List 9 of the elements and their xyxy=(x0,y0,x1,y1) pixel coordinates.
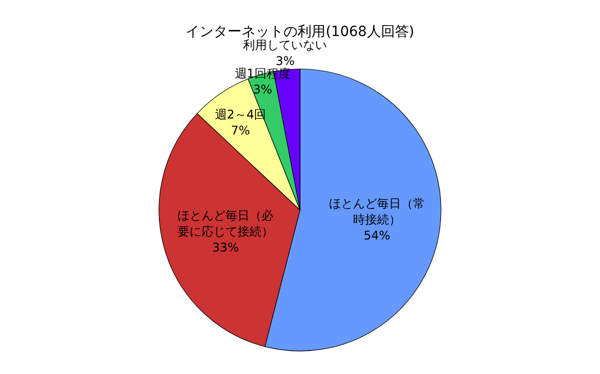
chart-title: インターネットの利用(1068人回答) xyxy=(186,24,414,40)
data-label: 3% xyxy=(253,82,272,96)
slice-label: 利用していない xyxy=(243,38,328,52)
slice-label: ほとんど毎日（常時接続） xyxy=(328,196,425,227)
data-label: 54% xyxy=(364,228,390,243)
data-label: 7% xyxy=(231,124,250,138)
data-label: 33% xyxy=(212,240,239,255)
slice-label: ほとんど毎日（必要に応じて接続） xyxy=(178,208,274,239)
data-label: 3% xyxy=(276,54,295,68)
